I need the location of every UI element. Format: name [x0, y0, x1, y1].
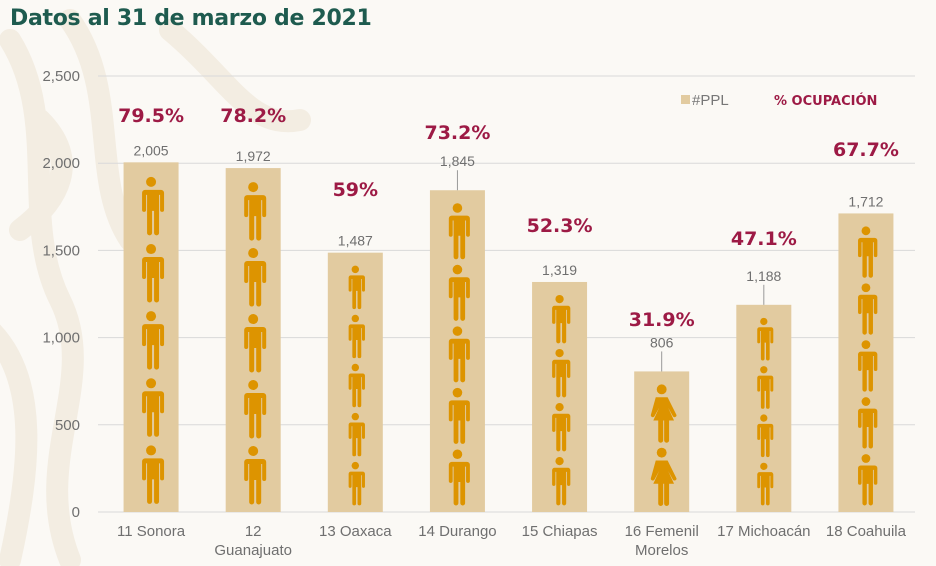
male-person-icon — [756, 366, 774, 409]
x-axis: 11 Sonora 12 Guanajuato 13 Oaxaca 14 Durango… — [117, 523, 907, 559]
male-person-icon — [141, 176, 165, 236]
x-tick-label-line: 16 Femenil — [625, 523, 699, 540]
male-person-icon — [243, 314, 267, 373]
x-tick-label-line: Morelos — [635, 542, 688, 559]
bar-group: 2,005 79.5% — [118, 105, 184, 512]
x-tick-label-line: 12 — [245, 523, 262, 540]
x-tick-label: 14 Durango — [418, 523, 496, 540]
y-tick-label: 1,000 — [42, 330, 80, 347]
male-person-icon — [347, 265, 365, 310]
male-person-icon — [347, 461, 365, 506]
male-person-icon — [756, 462, 774, 506]
y-axis: 0 500 1,000 1,500 2,000 2,500 — [42, 68, 80, 521]
male-person-icon — [551, 294, 571, 344]
male-person-icon — [551, 348, 571, 398]
x-tick-label: 12 Guanajuato — [214, 523, 292, 559]
male-person-icon — [141, 311, 165, 370]
male-person-icon — [756, 414, 774, 458]
x-tick-label-line: 17 Michoacán — [717, 523, 810, 540]
male-person-icon — [551, 402, 571, 452]
male-person-icon — [243, 446, 267, 505]
y-tick-label: 500 — [55, 417, 80, 434]
male-person-icon — [857, 226, 878, 278]
male-person-icon — [347, 314, 365, 359]
bar-value-label: 1,487 — [338, 233, 373, 249]
legend: #PPL % OCUPACIÓN — [681, 92, 877, 109]
x-tick-label-line: 15 Chiapas — [522, 523, 598, 540]
bar-value-label: 1,712 — [848, 193, 883, 209]
male-person-icon — [141, 445, 165, 504]
bar-group: 1,487 59% — [327, 179, 383, 512]
occupancy-percent-label: 78.2% — [220, 105, 286, 127]
x-tick-label-line: 14 Durango — [418, 523, 496, 540]
x-tick-label: 18 Coahuila — [826, 523, 907, 540]
occupancy-percent-label: 47.1% — [731, 228, 797, 250]
bar-value-label: 1,188 — [746, 268, 781, 284]
legend-label-ppl: #PPL — [692, 92, 729, 109]
bar-group: 1,712 67.7% — [833, 139, 899, 513]
bar-group: 1,188 47.1% — [731, 228, 797, 512]
male-person-icon — [447, 387, 470, 444]
bar-group: 1,845 73.2% — [424, 122, 490, 512]
male-person-icon — [551, 456, 571, 506]
x-tick-label-line: 11 Sonora — [117, 523, 186, 540]
male-person-icon — [447, 203, 470, 260]
occupancy-percent-label: 52.3% — [527, 215, 593, 237]
male-person-icon — [243, 248, 267, 307]
bar-value-label: 2,005 — [134, 142, 169, 158]
occupancy-percent-label: 67.7% — [833, 139, 899, 161]
bar-group: 1,319 52.3% — [527, 215, 593, 512]
male-person-icon — [857, 340, 878, 392]
x-tick-label: 15 Chiapas — [522, 523, 598, 540]
x-tick-label: 16 Femenil Morelos — [625, 523, 699, 559]
bar-value-label: 1,319 — [542, 262, 577, 278]
gridlines — [98, 75, 915, 513]
male-person-icon — [347, 363, 365, 408]
bars: 2,00579.5%1,97278.2%1,48759%1,84573.2%1,… — [118, 105, 899, 513]
female-person-icon — [650, 384, 677, 443]
bar-value-label: 1,845 — [440, 153, 475, 169]
bar-value-label: 1,972 — [236, 148, 271, 164]
male-person-icon — [347, 412, 365, 457]
occupancy-percent-label: 59% — [333, 179, 378, 201]
x-tick-label: 11 Sonora — [117, 523, 186, 540]
male-person-icon — [243, 380, 267, 439]
x-tick-label-line: 18 Coahuila — [826, 523, 907, 540]
male-person-icon — [141, 378, 165, 437]
male-person-icon — [447, 264, 470, 321]
male-person-icon — [141, 244, 165, 303]
y-tick-label: 2,500 — [42, 68, 80, 85]
male-person-icon — [756, 317, 774, 361]
x-tick-label: 17 Michoacán — [717, 523, 810, 540]
bar-group: 1,972 78.2% — [220, 105, 286, 513]
x-tick-label: 13 Oaxaca — [319, 523, 392, 540]
male-person-icon — [857, 283, 878, 335]
x-tick-label-line: Guanajuato — [214, 542, 292, 559]
occupancy-percent-label: 79.5% — [118, 105, 184, 127]
female-person-icon — [650, 447, 677, 506]
y-tick-label: 2,000 — [42, 155, 80, 172]
male-person-icon — [857, 397, 878, 449]
legend-label-ocupacion: % OCUPACIÓN — [774, 93, 877, 109]
male-person-icon — [243, 182, 267, 241]
x-tick-label-line: 13 Oaxaca — [319, 523, 392, 540]
male-person-icon — [447, 449, 470, 506]
y-tick-label: 1,500 — [42, 242, 80, 259]
occupancy-percent-label: 31.9% — [629, 309, 695, 331]
bar-group: 806 31.9% — [629, 309, 695, 512]
bar-value-label: 806 — [650, 334, 674, 350]
occupancy-percent-label: 73.2% — [424, 122, 490, 144]
male-person-icon — [447, 326, 470, 383]
male-person-icon — [857, 454, 878, 506]
page-title: Datos al 31 de marzo de 2021 — [10, 6, 372, 31]
legend-swatch-ppl — [681, 95, 690, 104]
y-tick-label: 0 — [72, 504, 80, 521]
